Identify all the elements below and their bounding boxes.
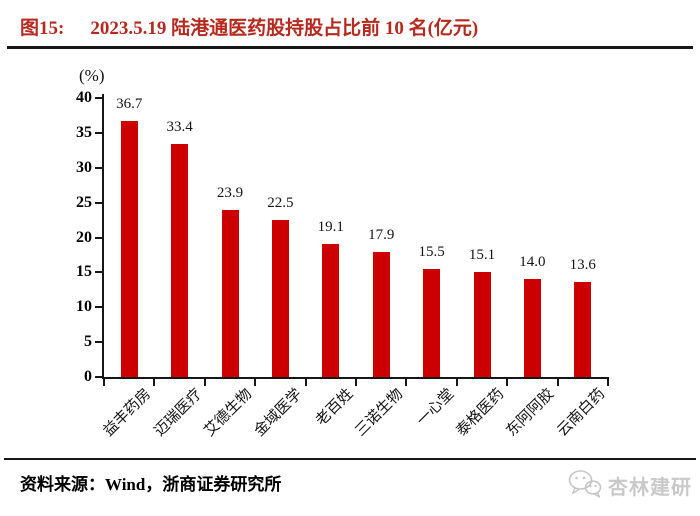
x-axis-tick (355, 379, 357, 386)
figure-number-label: 图15: (20, 18, 65, 39)
bar (574, 282, 592, 377)
bar-value-label: 33.4 (166, 119, 193, 136)
bar (322, 243, 340, 377)
x-axis-tick (304, 379, 307, 386)
x-axis-tick (203, 379, 206, 386)
x-axis-tick (556, 379, 559, 386)
y-axis-tick (95, 201, 102, 204)
bar-value-label: 22.5 (267, 195, 294, 212)
bar (423, 268, 441, 377)
bar (473, 271, 491, 377)
figure-title-text: 2023.5.19 陆港通医药股持股占比前 10 名(亿元) (90, 18, 479, 39)
y-tick-label: 20 (76, 228, 92, 246)
bar-value-label: 14.0 (519, 254, 546, 271)
bar-value-label: 15.5 (418, 243, 445, 260)
x-axis-tick (405, 379, 408, 386)
x-axis-line (102, 377, 609, 379)
y-tick-label: 30 (76, 158, 92, 176)
bar-value-label: 36.7 (116, 96, 143, 113)
x-axis-tick (607, 379, 609, 386)
y-axis-tick (95, 341, 102, 344)
bar (523, 279, 541, 377)
y-tick-label: 35 (76, 123, 92, 141)
x-axis-tick (254, 379, 257, 386)
x-category-label: 泰格医药 (453, 386, 508, 440)
y-axis-tick (95, 97, 102, 99)
y-axis-unit-label: (%) (79, 66, 105, 85)
x-category-label: 迈瑞医疗 (151, 386, 205, 440)
y-axis-tick (95, 306, 102, 309)
wechat-icon (568, 470, 602, 498)
y-axis-tick (95, 271, 102, 274)
y-tick-label: 15 (76, 263, 92, 281)
x-axis-tick (103, 379, 105, 386)
footer-divider (4, 458, 696, 460)
y-tick-label: 0 (84, 368, 92, 385)
bar (171, 144, 189, 377)
title-divider (7, 46, 693, 49)
y-axis-tick (95, 131, 102, 134)
x-category-label: 老百姓 (312, 386, 357, 430)
x-category-label: 益丰药房 (100, 386, 155, 440)
bar-value-label: 15.1 (468, 246, 496, 263)
x-category-label: 艾德生物 (201, 386, 256, 440)
x-category-label: 东阿阿胶 (503, 386, 558, 440)
bar (271, 220, 289, 377)
bar-value-label: 17.9 (368, 227, 395, 244)
y-axis-tick (95, 166, 102, 169)
source-note: 资料来源：Wind，浙商证券研究所 (20, 475, 282, 494)
y-tick-label: 40 (76, 89, 92, 106)
y-axis-tick (95, 236, 102, 239)
watermark-text: 杏林建研 (608, 476, 692, 499)
bar-value-label: 23.9 (216, 185, 244, 202)
x-axis-tick (153, 379, 156, 386)
bar (372, 252, 390, 377)
x-category-label: 云南白药 (554, 386, 609, 440)
x-category-label: 一心堂 (413, 386, 457, 430)
x-axis-tick (455, 379, 458, 386)
bar-value-label: 19.1 (317, 218, 344, 235)
y-axis-tick (95, 376, 102, 378)
x-category-label: 金域医学 (251, 386, 306, 440)
bar (221, 210, 239, 377)
bar-value-label: 13.6 (569, 257, 596, 274)
x-category-label: 三诺生物 (352, 386, 407, 440)
watermark: 杏林建研 (567, 469, 692, 501)
bar (120, 121, 138, 377)
x-axis-tick (506, 379, 509, 386)
figure-title: 图15: 2023.5.19 陆港通医药股持股占比前 10 名(亿元) (20, 13, 478, 40)
y-tick-label: 25 (76, 193, 92, 211)
y-tick-label: 5 (84, 333, 92, 351)
y-axis-line (102, 94, 104, 379)
y-tick-label: 10 (76, 298, 92, 316)
